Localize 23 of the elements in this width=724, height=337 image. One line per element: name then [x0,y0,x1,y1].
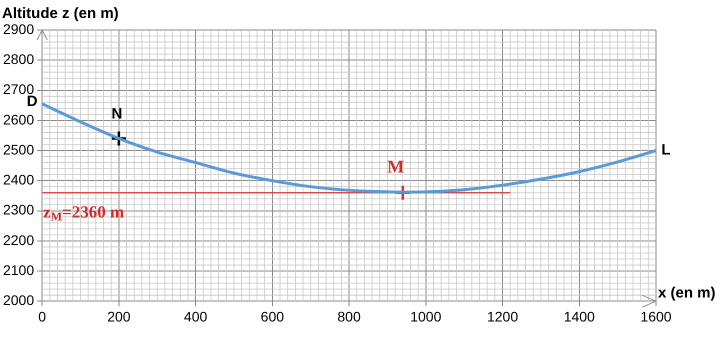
x-tick-label: 1600 [640,308,672,324]
x-axis-title: x (en m) [658,284,716,302]
x-tick-label: 200 [107,308,131,324]
x-tick-label: 800 [337,308,361,324]
annotation: N [111,106,122,123]
y-tick-label: 2500 [2,141,34,158]
y-tick-label: 2400 [2,172,34,188]
y-tick-label: 2200 [2,232,34,248]
y-tick-label: 2900 [2,20,34,37]
x-tick-label: 0 [38,308,46,324]
x-tick-label: 400 [184,308,208,324]
x-tick-label: 1400 [564,308,596,324]
y-tick-label: 2600 [2,111,34,128]
annotation: M [387,156,404,176]
y-tick-label: 2800 [2,50,34,67]
y-tick-label: 2100 [2,262,34,278]
annotation: L [661,142,671,159]
y-tick-label: 2300 [2,202,34,218]
y-tick-label: 2000 [2,292,34,308]
y-axis-title: Altitude z (en m) [2,5,119,22]
x-tick-label: 1200 [486,308,518,324]
x-tick-label: 600 [260,308,284,324]
x-tick-label: 1000 [410,308,442,324]
